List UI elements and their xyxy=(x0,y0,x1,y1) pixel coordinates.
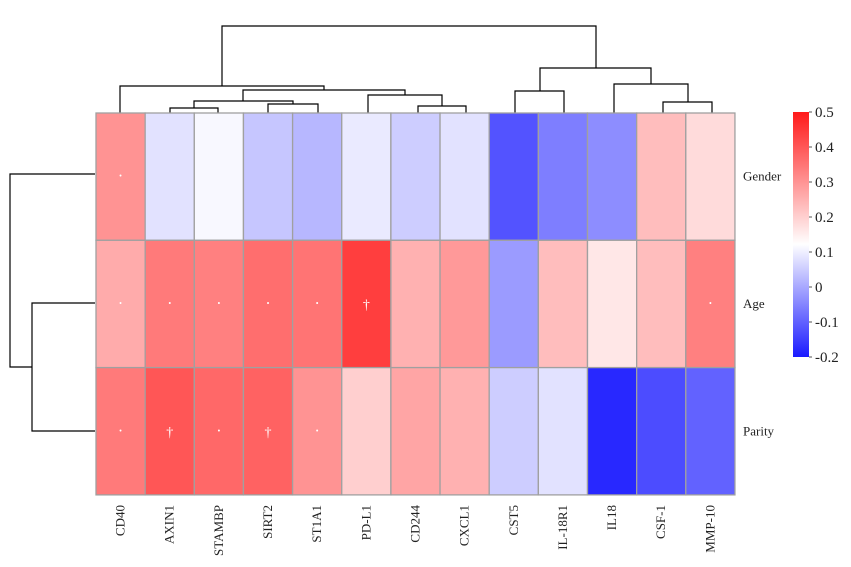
heatmap-cell-parity-sirt2 xyxy=(242,366,294,496)
row-labels: Gender Age Parity xyxy=(743,169,782,439)
heatmap-cell-parity-cd244 xyxy=(390,366,441,496)
heatmap-cell-gender-cxcl1 xyxy=(439,112,490,241)
heatmap-cell-gender-stambp xyxy=(193,112,245,241)
column-label-cd244: CD244 xyxy=(407,505,422,543)
row-label-parity: Parity xyxy=(743,423,775,438)
heatmap-cell-parity-axin1 xyxy=(144,366,195,496)
heatmap-cell-gender-il-18r1 xyxy=(537,112,589,241)
heatmap-cell-gender-axin1 xyxy=(144,112,195,241)
heatmap-cell-parity-il18 xyxy=(586,366,638,496)
column-label-il18: IL18 xyxy=(604,505,619,530)
colorbar-tick-label: 0.3 xyxy=(815,175,834,191)
column-label-csf-1: CSF-1 xyxy=(653,505,668,539)
heatmap-cell-age-cxcl1 xyxy=(439,239,490,369)
colorbar-tick-label: 0 xyxy=(815,280,823,296)
column-label-st1a1: ST1A1 xyxy=(309,505,324,543)
significance-mark: • xyxy=(119,172,122,181)
heatmap-cells: • • • • • • † • • † • † • xyxy=(95,112,736,496)
heatmap-cell-parity-pd-l1 xyxy=(341,366,392,496)
heatmap-cell-age-csf-1 xyxy=(636,239,687,369)
colorbar: 0.5 0.4 0.3 0.2 0.1 0 -0.1 -0.2 xyxy=(793,105,839,366)
heatmap-cell-gender-il18 xyxy=(586,112,638,241)
heatmap-cell-parity-cd40 xyxy=(95,366,146,496)
colorbar-tick-label: 0.4 xyxy=(815,140,834,156)
significance-mark: † xyxy=(363,298,370,313)
significance-mark: • xyxy=(709,299,712,308)
row-label-gender: Gender xyxy=(743,169,782,184)
column-label-cxcl1: CXCL1 xyxy=(457,505,472,546)
column-label-pd-l1: PD-L1 xyxy=(358,505,373,540)
significance-mark: • xyxy=(316,426,319,435)
column-label-sirt2: SIRT2 xyxy=(260,505,275,539)
significance-mark: • xyxy=(119,426,122,435)
heatmap-cell-gender-cd244 xyxy=(390,112,441,241)
heatmap-cell-parity-cxcl1 xyxy=(439,366,490,496)
significance-mark: • xyxy=(168,299,171,308)
column-label-axin1: AXIN1 xyxy=(162,505,177,544)
column-label-cst5: CST5 xyxy=(506,505,521,535)
column-labels: CD40 AXIN1 STAMBP SIRT2 ST1A1 PD-L1 CD244 CXCL1… xyxy=(113,505,718,556)
column-label-stambp: STAMBP xyxy=(211,505,226,556)
heatmap-cell-age-il18 xyxy=(586,239,638,369)
colorbar-tick-label: 0.5 xyxy=(815,105,834,121)
colorbar-tick-label: 0.1 xyxy=(815,245,834,261)
row-label-age: Age xyxy=(743,296,765,311)
heatmap-cell-age-cd40 xyxy=(95,239,146,369)
colorbar-gradient xyxy=(793,112,809,357)
heatmap-cell-age-st1a1 xyxy=(291,239,343,369)
heatmap-cell-age-cst5 xyxy=(488,239,540,369)
heatmap-cell-gender-csf-1 xyxy=(636,112,687,241)
significance-mark: • xyxy=(217,426,220,435)
column-dendrogram xyxy=(119,25,713,113)
heatmap-cell-parity-mmp-10 xyxy=(685,366,736,496)
column-label-mmp-10: MMP-10 xyxy=(702,505,717,553)
significance-mark: • xyxy=(217,299,220,308)
heatmap-cell-parity-csf-1 xyxy=(636,366,687,496)
colorbar-tick-label: -0.2 xyxy=(815,350,839,366)
colorbar-tick-label: 0.2 xyxy=(815,210,834,226)
heatmap-cell-parity-cst5 xyxy=(488,366,540,496)
column-label-cd40: CD40 xyxy=(113,505,128,536)
colorbar-tick-label: -0.1 xyxy=(815,315,839,331)
significance-mark: • xyxy=(267,299,270,308)
heatmap-cell-gender-cd40 xyxy=(95,112,146,241)
column-label-il-18r1: IL-18R1 xyxy=(555,505,570,550)
heatmap-cell-gender-cst5 xyxy=(488,112,540,241)
heatmap-cell-age-il-18r1 xyxy=(537,239,589,369)
significance-mark: • xyxy=(316,299,319,308)
heatmap-cell-age-cd244 xyxy=(390,239,441,369)
heatmap-cell-gender-sirt2 xyxy=(242,112,294,241)
row-dendrogram xyxy=(9,173,95,432)
heatmap-cell-gender-mmp-10 xyxy=(685,112,736,241)
heatmap-cell-gender-pd-l1 xyxy=(341,112,392,241)
heatmap-cell-age-axin1 xyxy=(144,239,195,369)
heatmap-cell-age-mmp-10 xyxy=(685,239,736,369)
significance-mark: † xyxy=(265,425,272,440)
heatmap-cell-parity-st1a1 xyxy=(291,366,343,496)
significance-mark: † xyxy=(166,425,173,440)
significance-mark: • xyxy=(119,299,122,308)
heatmap-cell-parity-il-18r1 xyxy=(537,366,589,496)
heatmap-cell-gender-st1a1 xyxy=(291,112,343,241)
